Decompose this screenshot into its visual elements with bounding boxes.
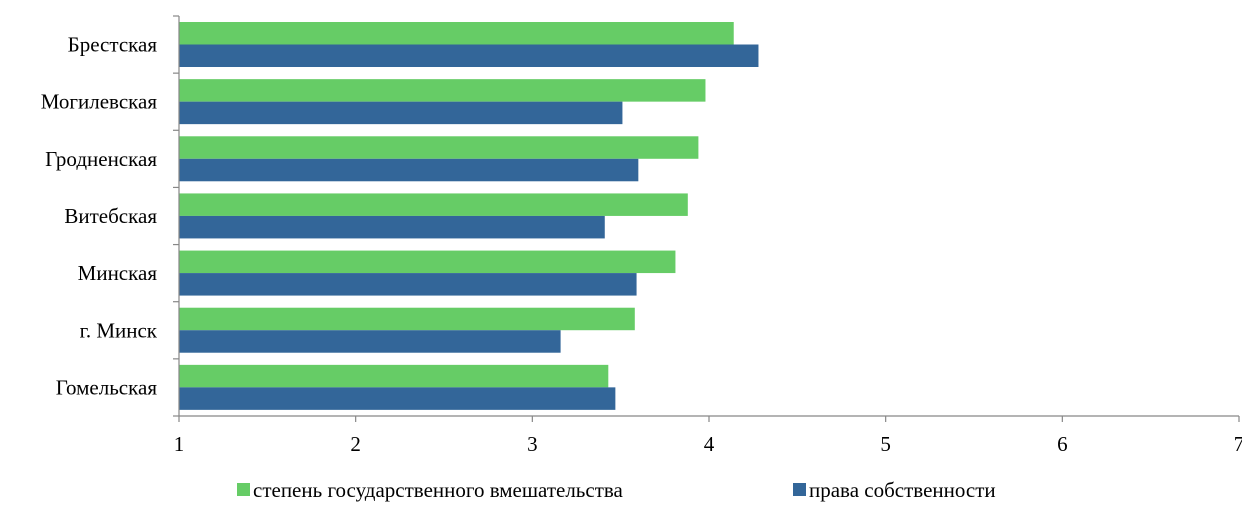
bar-gov-intervention-2 — [179, 136, 699, 159]
bar-gov-intervention-5 — [179, 307, 635, 331]
legend: степень государственного вмешательства пр… — [237, 478, 996, 502]
axes-layer — [173, 15, 1240, 422]
category-label: Могилевская — [41, 90, 158, 114]
bar-gov-intervention-3 — [179, 193, 688, 216]
category-label: Гомельская — [56, 375, 158, 399]
x-tick-label: 6 — [1057, 432, 1068, 456]
bar-property-rights-0 — [179, 44, 759, 67]
bar-property-rights-2 — [179, 158, 639, 182]
bar-property-rights-6 — [179, 387, 616, 410]
bar-property-rights-1 — [179, 101, 623, 125]
x-tick-label: 5 — [880, 432, 891, 456]
legend-item-property-rights-swatch — [793, 483, 806, 496]
bar-property-rights-4 — [179, 273, 637, 296]
bar-gov-intervention-4 — [179, 250, 676, 274]
legend-item-gov-intervention-swatch — [237, 483, 250, 496]
x-tick-label: 4 — [704, 432, 715, 456]
category-label: г. Минск — [80, 318, 158, 342]
x-tick-label: 3 — [527, 432, 538, 456]
bar-property-rights-5 — [179, 330, 561, 353]
bar-property-rights-3 — [179, 215, 605, 239]
category-label: Минская — [78, 261, 158, 285]
x-tick-label: 2 — [350, 432, 361, 456]
bar-gov-intervention-6 — [179, 364, 609, 388]
bar-gov-intervention-0 — [179, 22, 734, 45]
x-tick-label: 7 — [1234, 432, 1242, 456]
x-tick-label: 1 — [174, 432, 185, 456]
labels-layer: Брестская Могилевская Гродненская Витебская… — [41, 33, 1242, 456]
legend-item-gov-intervention-label: степень государственного вмешательства — [253, 478, 624, 502]
category-label: Витебская — [64, 204, 157, 228]
legend-item-property-rights-label: права собственности — [809, 478, 996, 502]
category-label: Гродненская — [45, 147, 157, 171]
category-label: Брестская — [68, 33, 158, 57]
bar-gov-intervention-1 — [179, 79, 706, 102]
bars-layer — [179, 22, 759, 410]
